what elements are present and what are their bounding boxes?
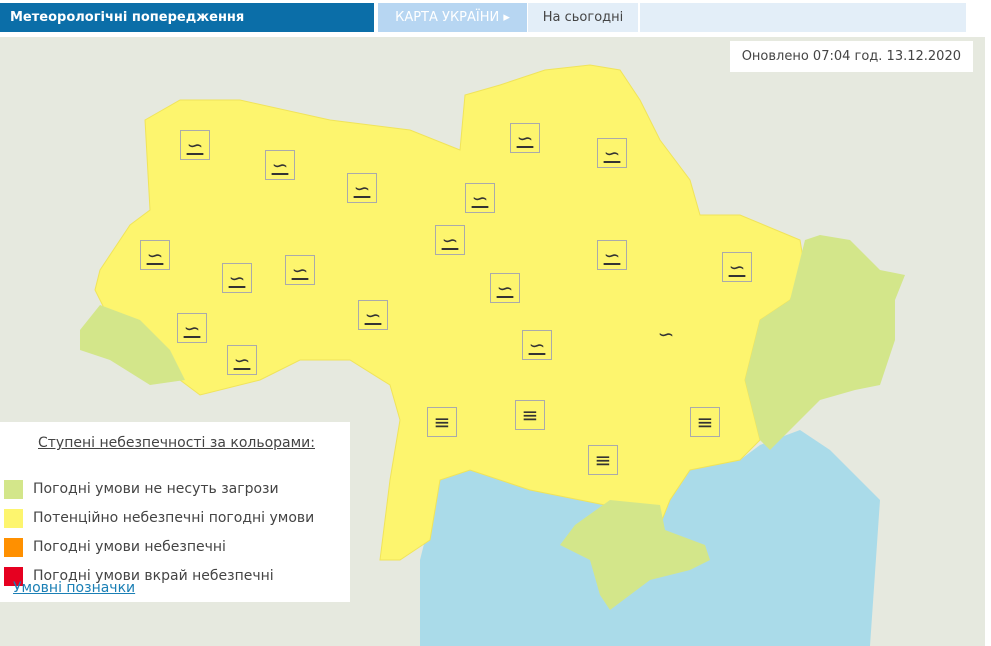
tab-today[interactable]: На сьогодні: [528, 3, 638, 32]
legend: Ступені небезпечності за кольорами: Пого…: [0, 422, 350, 602]
page-title: Метеорологічні попередження: [0, 3, 374, 32]
swatch-orange: [4, 537, 23, 557]
region-east[interactable]: [745, 235, 905, 450]
swatch-yellow: [4, 508, 23, 528]
glaze-ice-icon[interactable]: ∽: [180, 130, 210, 160]
header: Метеорологічні попередження КАРТА УКРАЇН…: [0, 3, 966, 32]
legend-item: Погодні умови небезпечні: [4, 537, 226, 557]
glaze-ice-icon[interactable]: ∽: [510, 123, 540, 153]
glaze-ice-icon[interactable]: ∽: [227, 345, 257, 375]
glaze-ice-icon[interactable]: ∽: [140, 240, 170, 270]
fog-icon[interactable]: ≡: [588, 445, 618, 475]
glaze-ice-icon[interactable]: ∽: [597, 240, 627, 270]
glaze-ice-icon[interactable]: ∽: [657, 322, 675, 346]
legend-item: Потенційно небезпечні погодні умови: [4, 508, 314, 528]
glaze-ice-icon[interactable]: ∽: [358, 300, 388, 330]
region-crimea[interactable]: [560, 500, 710, 610]
legend-label: Потенційно небезпечні погодні умови: [33, 510, 315, 526]
glaze-ice-icon[interactable]: ∽: [285, 255, 315, 285]
legend-label: Погодні умови вкрай небезпечні: [33, 568, 274, 584]
warning-map: Оновлено 07:04 год. 13.12.2020 ∽ ∽ ∽ ∽ ∽ ∽ ∽ ∽ ∽…: [0, 37, 985, 646]
map-svg: [80, 64, 905, 646]
fog-icon[interactable]: ≡: [690, 407, 720, 437]
legend-label: Погодні умови небезпечні: [33, 539, 226, 555]
glaze-ice-icon[interactable]: ∽: [265, 150, 295, 180]
glaze-ice-icon[interactable]: ∽: [522, 330, 552, 360]
swatch-red: [4, 566, 23, 586]
fog-icon[interactable]: ≡: [515, 400, 545, 430]
swatch-green: [4, 479, 23, 499]
legend-item: Погодні умови вкрай небезпечні: [4, 566, 274, 586]
glaze-ice-icon[interactable]: ∽: [222, 263, 252, 293]
header-filler: [640, 3, 966, 32]
legend-symbols-link[interactable]: Умовні позначки: [13, 580, 136, 596]
legend-label: Погодні умови не несуть загрози: [33, 481, 279, 497]
tab-ukraine-map[interactable]: КАРТА УКРАЇНИ ▸: [378, 3, 527, 32]
legend-title: Ступені небезпечності за кольорами:: [38, 435, 315, 451]
updated-label: Оновлено 07:04 год. 13.12.2020: [729, 41, 973, 72]
legend-item: Погодні умови не несуть загрози: [4, 479, 279, 499]
glaze-ice-icon[interactable]: ∽: [722, 252, 752, 282]
glaze-ice-icon[interactable]: ∽: [347, 173, 377, 203]
glaze-ice-icon[interactable]: ∽: [597, 138, 627, 168]
region-zakarpattia[interactable]: [80, 305, 185, 385]
glaze-ice-icon[interactable]: ∽: [177, 313, 207, 343]
glaze-ice-icon[interactable]: ∽: [435, 225, 465, 255]
glaze-ice-icon[interactable]: ∽: [465, 183, 495, 213]
glaze-ice-icon[interactable]: ∽: [490, 273, 520, 303]
fog-icon[interactable]: ≡: [427, 407, 457, 437]
